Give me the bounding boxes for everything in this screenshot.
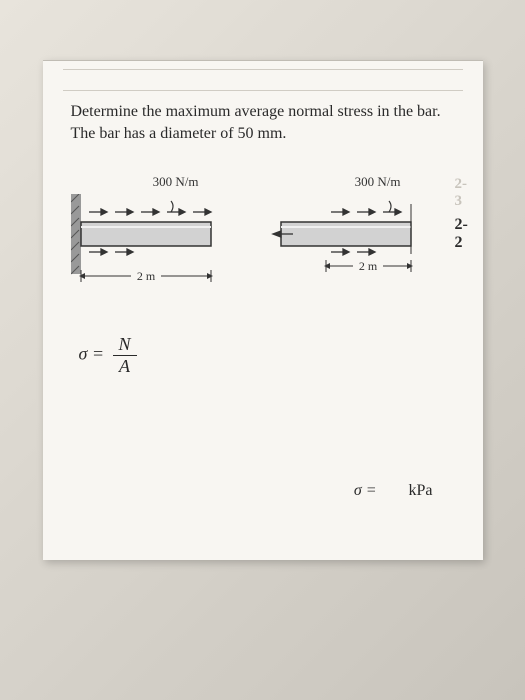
svg-text:2 m: 2 m bbox=[136, 269, 155, 283]
diagram-row: 300 N/m bbox=[71, 174, 455, 294]
load-label-right: 300 N/m bbox=[271, 174, 421, 190]
diagram-right: 300 N/m bbox=[271, 174, 421, 294]
formula-denominator: A bbox=[113, 356, 137, 377]
formula-lhs: σ = bbox=[79, 343, 105, 363]
worksheet-paper: Determine the maximum average normal str… bbox=[43, 60, 483, 560]
load-label-left: 300 N/m bbox=[71, 174, 241, 190]
answer-lhs: σ = bbox=[354, 482, 377, 499]
stress-formula: σ = N A bbox=[79, 334, 455, 377]
formula-fraction: N A bbox=[113, 334, 137, 377]
ref-bold: 2-2 bbox=[455, 216, 468, 252]
svg-text:2 m: 2 m bbox=[358, 259, 377, 273]
answer-line: σ = kPa bbox=[354, 482, 433, 500]
problem-refs: 2-3 2-2 bbox=[455, 174, 468, 252]
formula-numerator: N bbox=[113, 334, 137, 356]
bar-left-svg: 2 m bbox=[71, 194, 241, 294]
answer-unit: kPa bbox=[409, 482, 433, 499]
bar-right-svg: 2 m bbox=[271, 194, 421, 294]
problem-statement: Determine the maximum average normal str… bbox=[71, 101, 455, 146]
diagram-left: 300 N/m bbox=[71, 174, 241, 294]
ref-faded: 2-3 bbox=[455, 176, 468, 210]
